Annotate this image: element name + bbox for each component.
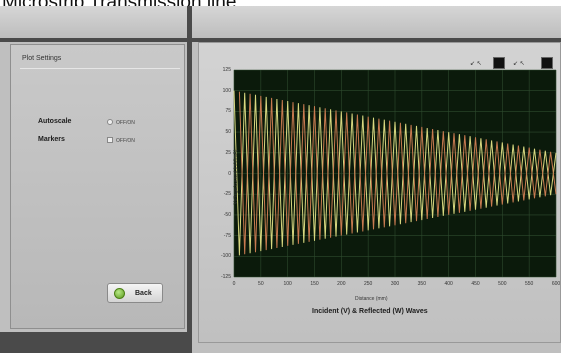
x-tick-label: 100 xyxy=(283,281,292,287)
top-strip-left xyxy=(0,6,187,38)
markers-label: Markers xyxy=(38,136,65,143)
markers-toggle-text: OFF/ON xyxy=(116,138,135,144)
x-tick-label: 550 xyxy=(524,281,534,287)
y-tick-label: 25 xyxy=(225,149,231,156)
x-tick-label: 350 xyxy=(417,281,426,287)
wave-series-line-1 xyxy=(233,90,557,256)
bottom-status-bar xyxy=(0,332,187,353)
y-tick-label: 50 xyxy=(225,129,231,136)
x-tick-label: 150 xyxy=(310,281,319,287)
y-tick-label: 125 xyxy=(222,67,231,73)
y-axis-title: Voltage/current (mV/mA) xyxy=(233,149,239,205)
markers-toggle[interactable] xyxy=(107,137,113,143)
pan-tool-text: ↙ ↖ xyxy=(513,61,525,67)
x-tick-label: 250 xyxy=(363,281,373,287)
x-tick-label: 50 xyxy=(258,281,264,287)
y-tick-label: 100 xyxy=(222,87,231,94)
y-tick-label: -100 xyxy=(220,253,231,260)
back-button-label: Back xyxy=(135,290,152,297)
chart-title: Incident (V) & Reflected (W) Waves xyxy=(312,308,428,315)
top-strip-right xyxy=(192,6,561,38)
x-tick-label: 500 xyxy=(498,281,507,287)
back-button[interactable]: Back xyxy=(107,283,163,303)
y-tick-label: 75 xyxy=(225,108,231,115)
y-tick-label: -75 xyxy=(223,232,231,239)
x-tick-label: 400 xyxy=(444,281,453,287)
y-tick-label: -50 xyxy=(223,211,231,218)
pan-tool-button[interactable] xyxy=(541,57,553,69)
x-tick-label: 200 xyxy=(337,281,346,287)
autoscale-label: Autoscale xyxy=(38,118,72,125)
zoom-tool-button[interactable] xyxy=(493,57,505,69)
settings-separator xyxy=(20,68,180,69)
wave-series-line-2 xyxy=(238,91,557,255)
x-tick-label: 450 xyxy=(471,281,480,287)
x-tick-label: 600 xyxy=(551,281,561,287)
zoom-tool-text: ↙ ↖ xyxy=(470,61,482,67)
autoscale-toggle[interactable] xyxy=(107,119,113,125)
back-arrow-icon xyxy=(114,288,125,299)
x-axis-title: Distance (mm) xyxy=(355,296,388,302)
y-tick-label: 0 xyxy=(228,170,231,177)
y-tick-label: -125 xyxy=(220,274,231,280)
x-tick-label: 300 xyxy=(390,281,400,287)
autoscale-toggle-text: OFF/ON xyxy=(116,120,135,126)
panel-divider-vertical xyxy=(187,6,192,353)
plot-settings-label: Plot Settings xyxy=(22,55,62,62)
y-tick-label: -25 xyxy=(223,191,231,198)
x-tick-label: 0 xyxy=(232,281,236,287)
panel-divider-horizontal xyxy=(0,38,561,42)
plot-settings-panel xyxy=(10,44,185,329)
